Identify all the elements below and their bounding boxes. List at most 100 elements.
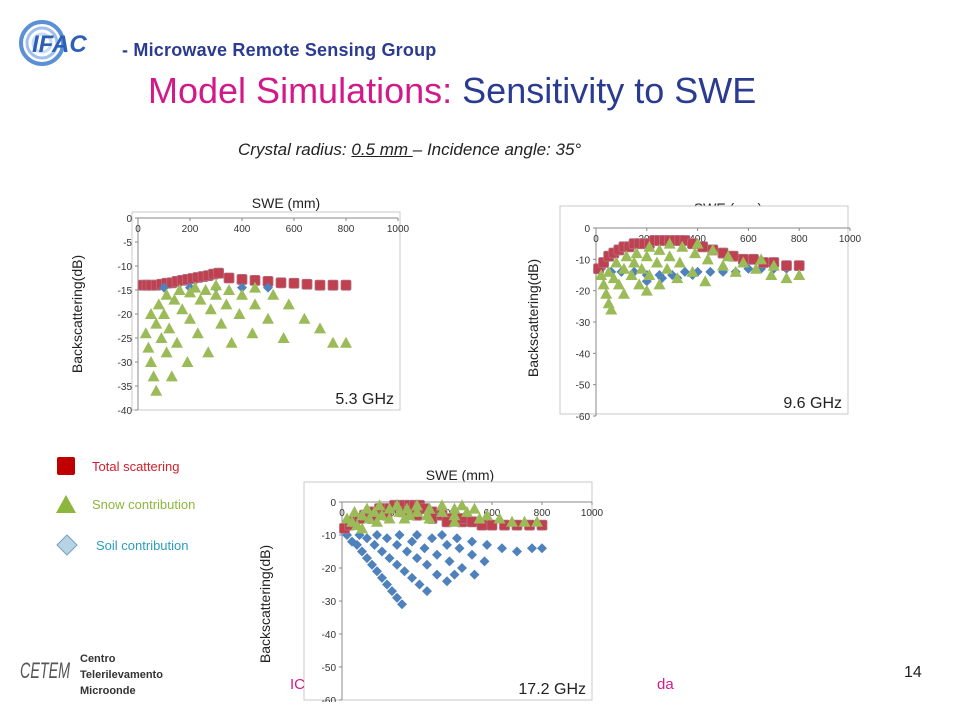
snow-point: [262, 312, 274, 324]
y-tick-label: -20: [576, 287, 591, 298]
y-tick-label: -60: [576, 412, 591, 423]
soil-point: [407, 536, 417, 547]
cetem-logo-mark: CETEM: [20, 658, 70, 683]
frequency-label: 9.6 GHz: [783, 395, 842, 412]
snow-point: [643, 269, 656, 280]
soil-point: [527, 543, 537, 554]
chart-17-2-ghz: SWE (mm) Backscattering(dB) 0 -10 -20 -30 -4…: [257, 467, 604, 702]
snow-point: [348, 505, 361, 517]
snow-point: [298, 312, 311, 324]
soil-point: [414, 579, 425, 590]
soil-point: [457, 563, 467, 573]
snow-point: [671, 272, 684, 284]
snow-point: [595, 269, 608, 280]
x-tick-label: 600: [484, 508, 501, 519]
snow-point: [356, 522, 368, 534]
snow-point: [640, 250, 653, 262]
cetem-line-2: Telerilevamento: [80, 669, 163, 681]
snow-point: [368, 505, 381, 517]
soil-point: [412, 530, 422, 540]
snow-point: [765, 269, 778, 280]
total-point: [288, 277, 300, 289]
snow-point: [461, 505, 473, 517]
snow-point: [173, 284, 186, 295]
subtitle-suffix: – Incidence angle: 35°: [412, 140, 582, 159]
ifac-logo: IFAC: [19, 20, 87, 66]
y-tick-label: -15: [118, 286, 133, 297]
total-point: [327, 279, 339, 291]
snow-point: [210, 288, 222, 300]
snow-point: [155, 332, 168, 343]
soil-point: [432, 549, 442, 560]
snow-point: [531, 515, 543, 527]
snow-point: [473, 512, 486, 524]
snow-point: [142, 341, 155, 353]
soil-point: [419, 543, 430, 554]
soil-point: [479, 556, 490, 567]
snow-point: [202, 346, 215, 358]
snow-point: [456, 499, 468, 511]
x-tick-label: 0: [339, 508, 345, 519]
soil-point: [237, 282, 247, 293]
cetem-logo: CETEM Centro Telerilevamento Microonde: [20, 653, 163, 697]
snow-point: [423, 502, 436, 514]
snow-point: [673, 256, 686, 268]
soil-point: [469, 569, 480, 580]
snow-point: [436, 499, 448, 511]
soil-point: [442, 539, 452, 550]
soil-point: [422, 559, 432, 570]
snow-point: [282, 298, 295, 310]
soil-point: [444, 556, 455, 567]
legend-total: Total scattering: [56, 456, 179, 476]
snow-point: [699, 275, 712, 287]
soil-point: [427, 533, 437, 544]
footer-left-fragment: IC: [290, 676, 305, 693]
y-tick-label: -40: [322, 630, 337, 641]
snow-point: [612, 278, 625, 290]
y-tick-label: -10: [322, 531, 337, 542]
soil-point: [263, 282, 273, 293]
snow-point: [249, 281, 261, 293]
snow-point: [737, 256, 750, 268]
chart-9-6-y-label: Backscattering(dB): [525, 259, 541, 377]
snow-point: [176, 303, 189, 315]
chart-5-3-x-label: SWE (mm): [252, 195, 320, 211]
snow-point: [327, 336, 339, 348]
soil-point: [159, 282, 169, 293]
snow-point: [610, 256, 623, 268]
soil-point: [512, 546, 522, 557]
soil-point: [387, 586, 397, 597]
snow-point: [147, 370, 160, 382]
snow-point: [371, 515, 383, 527]
soil-point: [449, 569, 460, 580]
soil-point: [537, 543, 547, 554]
soil-point: [362, 553, 372, 564]
snow-point: [363, 512, 376, 524]
soil-point: [679, 266, 690, 277]
y-tick-label: -25: [118, 334, 133, 345]
soil-point: [705, 266, 716, 277]
snow-point: [361, 502, 373, 514]
snow-point: [793, 269, 806, 280]
y-tick-label: -40: [118, 406, 133, 417]
snow-point: [780, 272, 793, 284]
ifac-logo-text: IFAC: [32, 31, 87, 58]
y-tick-label: -10: [576, 255, 591, 266]
soil-point: [399, 566, 410, 577]
total-point: [223, 272, 235, 284]
snow-point: [236, 288, 248, 300]
snow-point: [204, 303, 217, 315]
snow-point: [691, 237, 704, 249]
legend-soil: Soil contribution: [56, 534, 189, 556]
snow-marker-icon: [56, 495, 76, 513]
soil-point: [437, 530, 447, 540]
subtitle-prefix: Crystal radius:: [238, 140, 352, 159]
snow-point: [701, 253, 714, 265]
snow-point: [676, 240, 689, 252]
snow-point: [411, 499, 423, 511]
soil-point: [382, 533, 392, 544]
snow-point: [160, 288, 173, 300]
chart-5-3-ghz: SWE (mm) Backscattering(dB) 0-5-10-15-20…: [69, 195, 410, 417]
soil-point: [377, 546, 387, 557]
snow-point: [168, 293, 181, 305]
